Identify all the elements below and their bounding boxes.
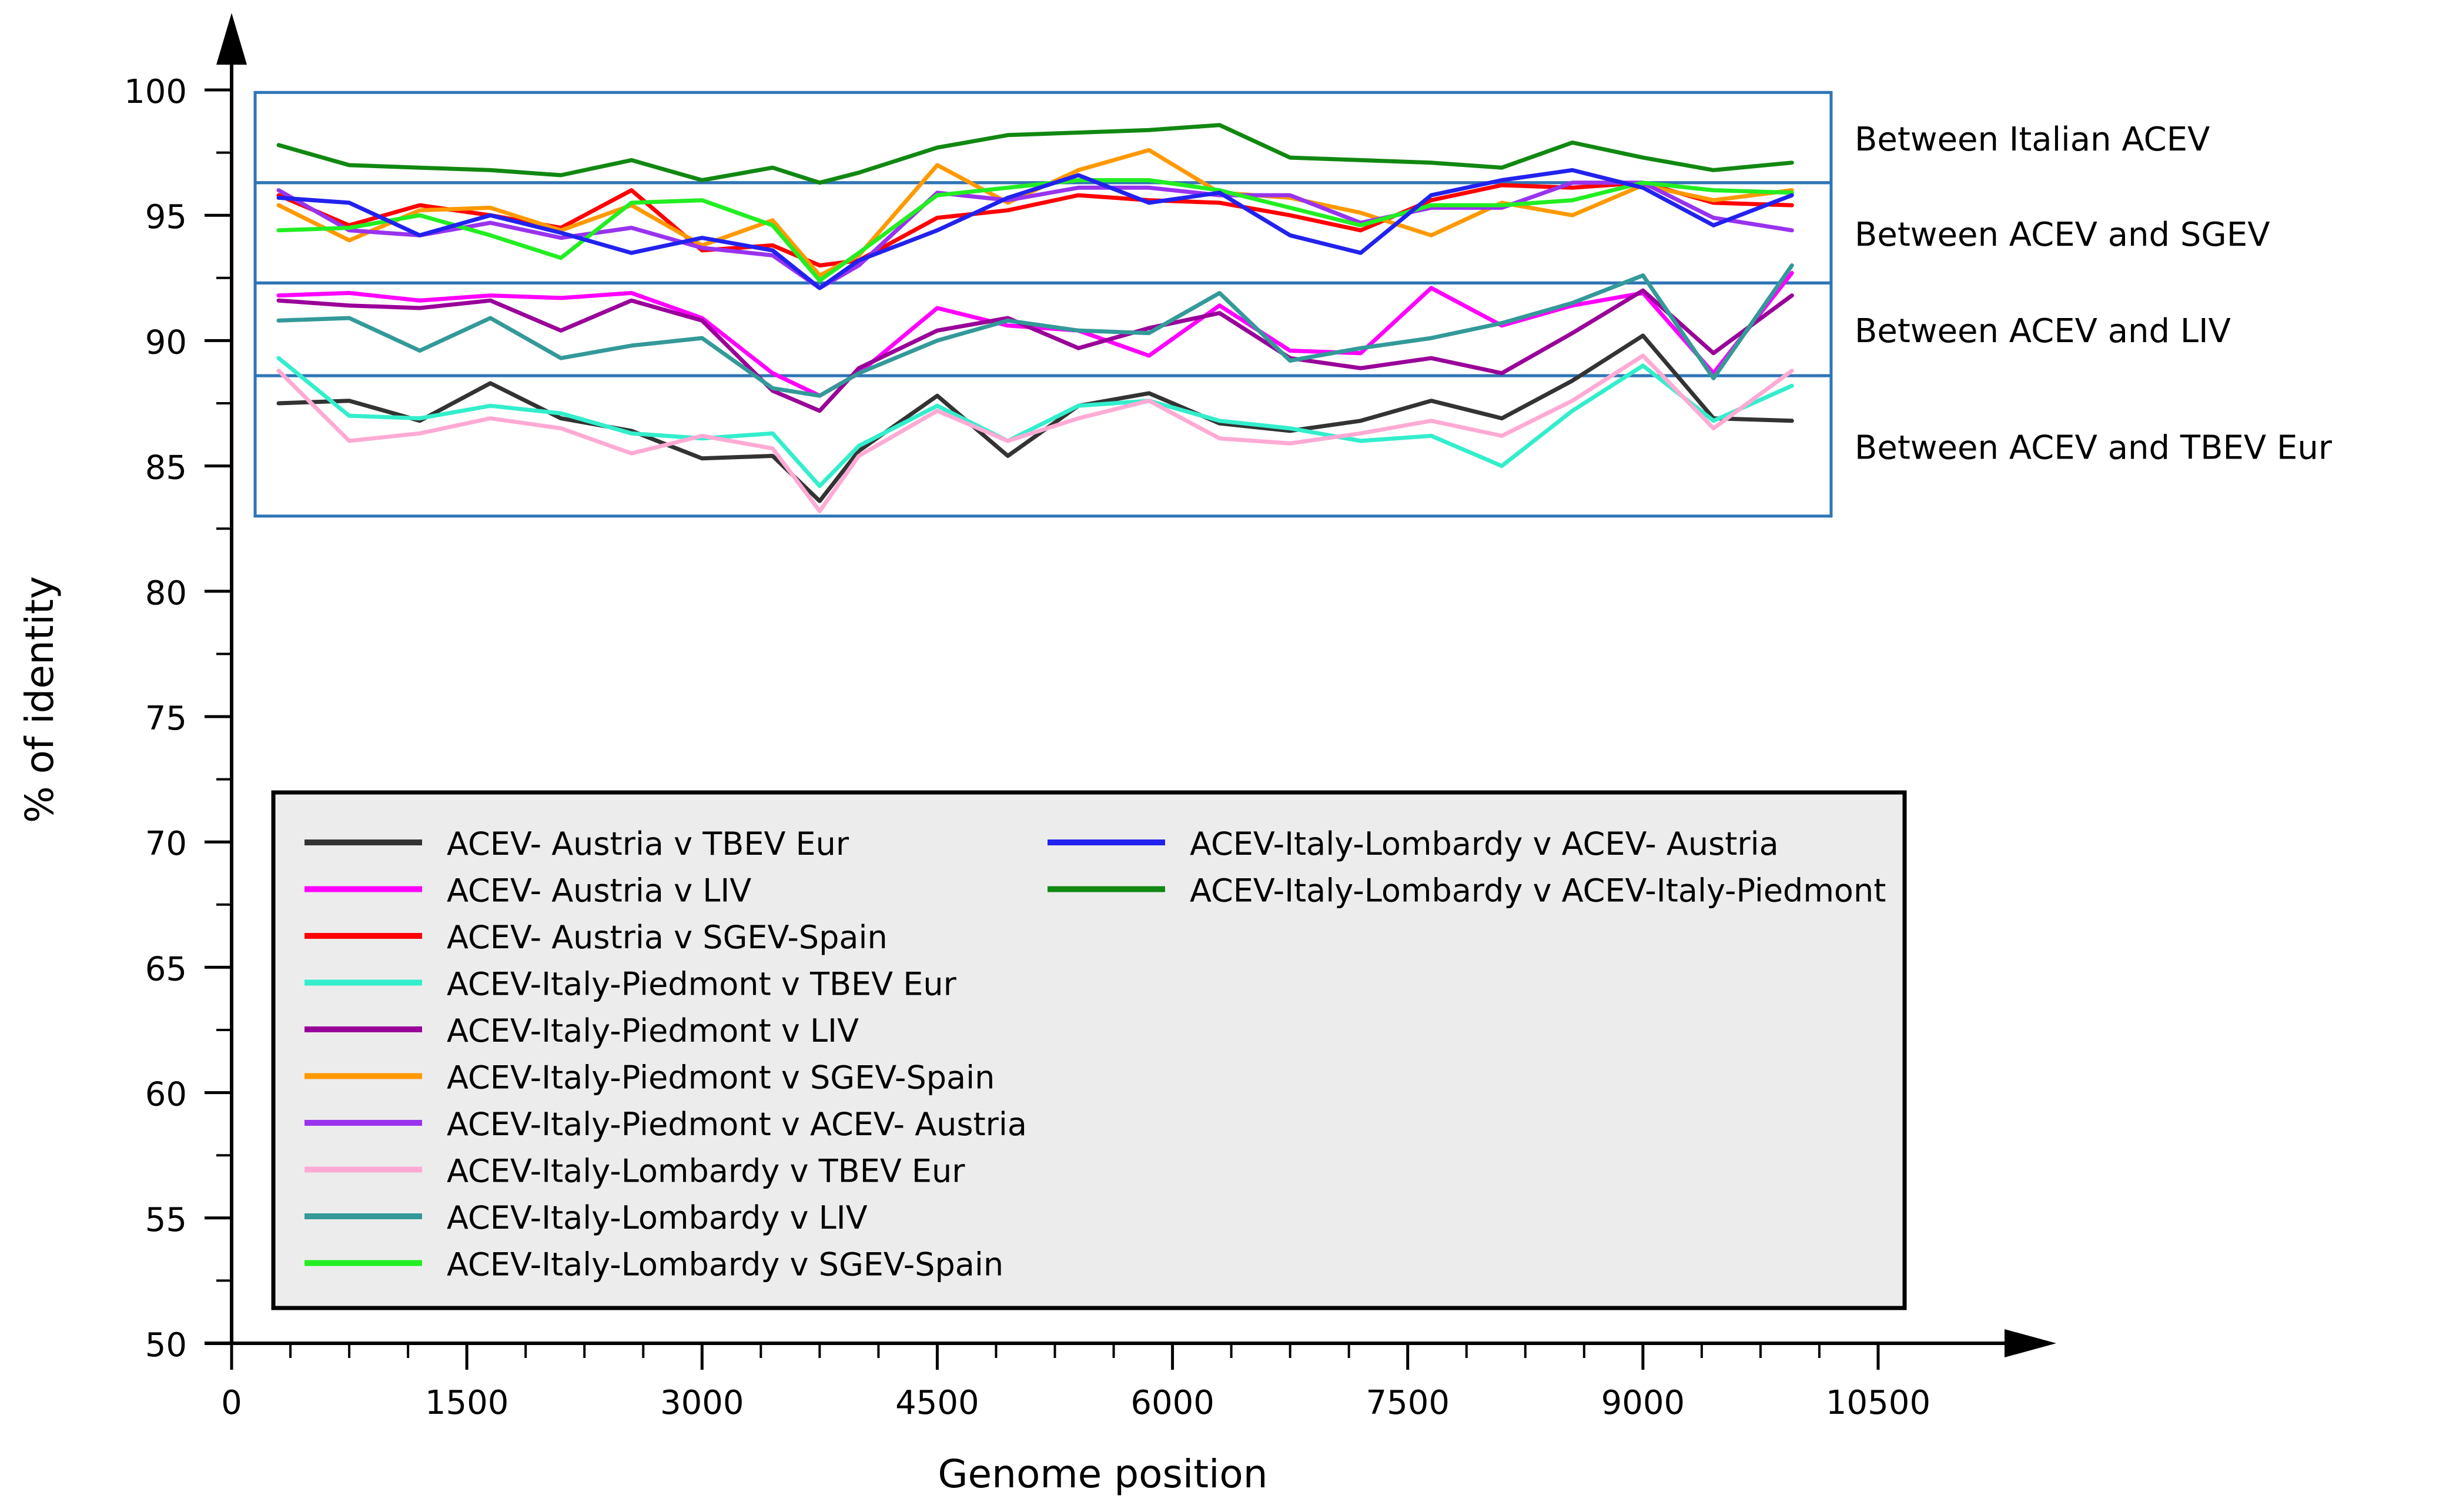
x-axis-arrowhead (2005, 1329, 2056, 1357)
x-tick-label: 9000 (1601, 1384, 1685, 1422)
x-tick-label: 10500 (1826, 1384, 1930, 1422)
legend-label: ACEV-Italy-Lombardy v LIV (447, 1199, 868, 1236)
region-label: Between ACEV and LIV (1855, 312, 2231, 350)
legend-label: ACEV-Italy-Piedmont v ACEV- Austria (447, 1106, 1027, 1143)
y-tick-label: 85 (145, 449, 187, 487)
y-tick-label: 55 (145, 1201, 187, 1239)
series-line (276, 178, 1794, 283)
y-tick-label: 100 (124, 73, 187, 111)
y-tick-label: 65 (145, 950, 187, 988)
legend-label: ACEV-Italy-Lombardy v SGEV-Spain (447, 1246, 1003, 1283)
series-lines (276, 123, 1794, 513)
series-line (276, 263, 1794, 398)
legend: ACEV- Austria v TBEV Eur ACEV- Austria v … (271, 790, 1907, 1310)
x-tick-label: 7500 (1366, 1384, 1450, 1422)
y-tick-label: 70 (145, 825, 187, 863)
y-tick-label: 60 (145, 1076, 187, 1114)
region-label: Between ACEV and TBEV Eur (1855, 429, 2333, 467)
legend-label: ACEV- Austria v TBEV Eur (447, 825, 849, 862)
y-tick-label: 95 (145, 198, 187, 236)
x-tick-label: 0 (221, 1384, 242, 1422)
series-line (276, 333, 1794, 503)
legend-label: ACEV-Italy-Piedmont v LIV (447, 1012, 859, 1049)
y-tick-label: 50 (145, 1326, 187, 1364)
y-tick-label: 80 (145, 574, 187, 613)
x-axis-title: Genome position (938, 1451, 1267, 1497)
series-line (276, 270, 1794, 398)
y-axis-arrowhead (216, 13, 247, 65)
legend-label: ACEV- Austria v SGEV-Spain (447, 919, 888, 956)
series-line (276, 168, 1794, 290)
y-tick-label: 90 (145, 323, 187, 362)
legend-label: ACEV-Italy-Piedmont v TBEV Eur (447, 966, 957, 1003)
y-tick-label: 75 (145, 700, 187, 738)
legend-label: ACEV-Italy-Lombardy v ACEV- Austria (1190, 825, 1779, 862)
series-line (276, 180, 1794, 290)
region-box (253, 374, 1833, 518)
region-label: Between Italian ACEV (1855, 121, 2210, 159)
legend-label: ACEV-Italy-Piedmont v SGEV-Spain (447, 1059, 995, 1096)
legend-label: ACEV-Italy-Lombardy v ACEV-Italy-Piedmon… (1190, 872, 1886, 909)
series-line (276, 288, 1794, 413)
series-line (276, 353, 1794, 513)
x-tick-label: 1500 (425, 1384, 509, 1422)
x-tick-label: 3000 (660, 1384, 744, 1422)
legend-label: ACEV-Italy-Lombardy v TBEV Eur (447, 1153, 965, 1190)
legend-box (271, 790, 1907, 1310)
series-line (276, 123, 1794, 185)
y-axis-title: % of identity (17, 576, 62, 823)
axis-ticks: 50 55 60 65 70 75 80 85 90 95 100 0 1500 3000 4500 6000… (124, 73, 1930, 1422)
series-line (276, 148, 1794, 277)
x-tick-label: 4500 (895, 1384, 979, 1422)
legend-label: ACEV- Austria v LIV (447, 872, 751, 909)
region-label: Between ACEV and SGEV (1855, 216, 2270, 254)
x-tick-label: 6000 (1130, 1384, 1214, 1422)
